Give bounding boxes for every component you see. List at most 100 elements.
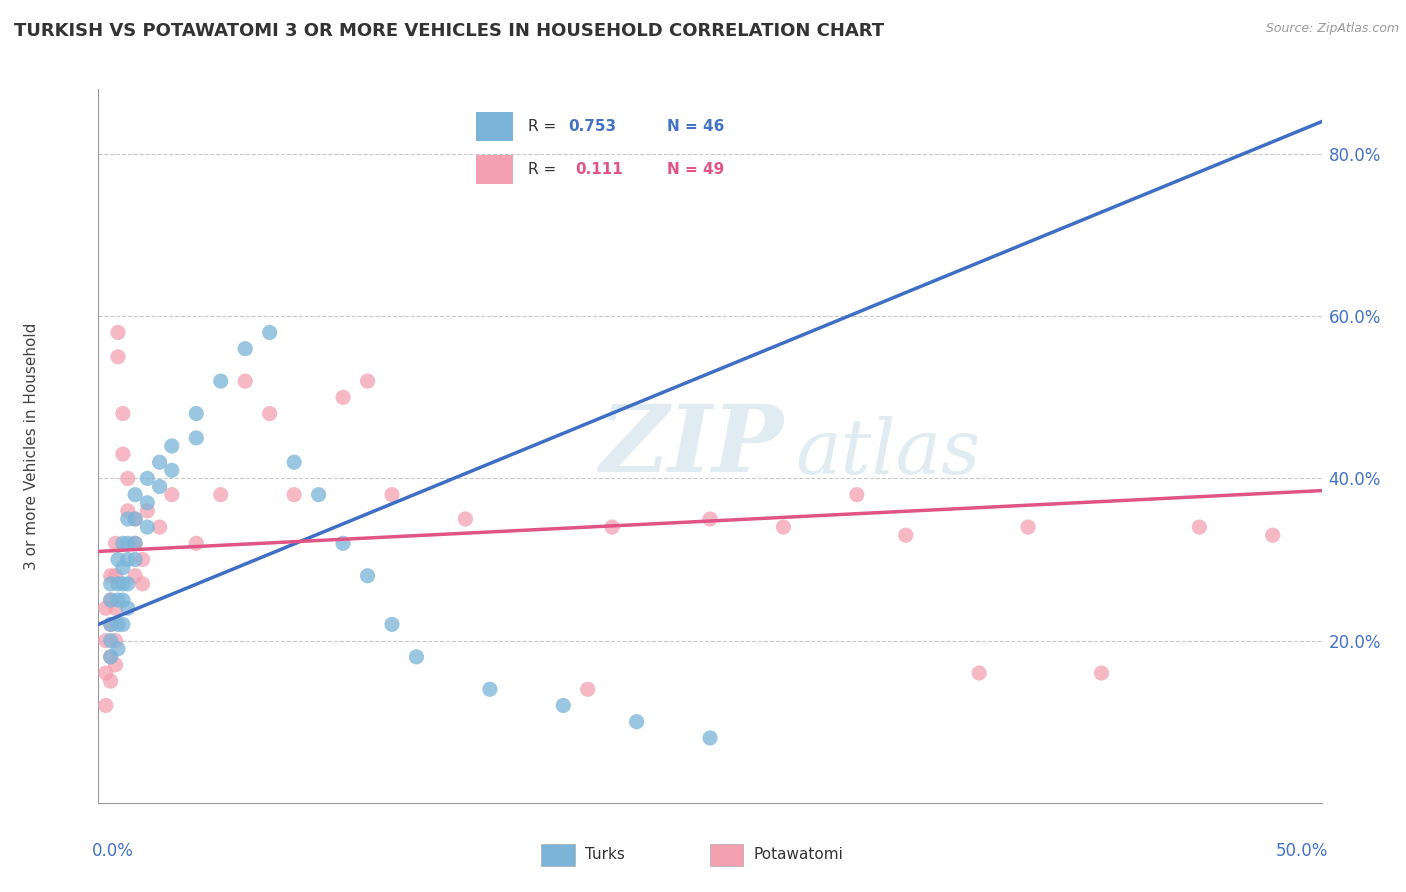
FancyBboxPatch shape (710, 844, 744, 866)
Point (107, 577, 129, 591)
Point (111, 577, 134, 591)
Point (131, 552, 153, 566)
Point (111, 447, 134, 461)
Point (356, 568, 378, 582)
Point (100, 633, 122, 648)
Point (107, 641, 129, 656)
Point (894, 528, 917, 542)
Point (259, 326, 281, 340)
Point (124, 536, 146, 550)
Point (259, 407, 281, 421)
Point (356, 374, 378, 388)
Text: Source: ZipAtlas.com: Source: ZipAtlas.com (1265, 22, 1399, 36)
Point (100, 649, 122, 664)
Point (149, 520, 172, 534)
Point (1261, 528, 1284, 542)
Point (104, 601, 127, 615)
Point (553, 698, 575, 713)
Point (186, 407, 208, 421)
Point (845, 488, 868, 502)
Point (117, 536, 139, 550)
Text: ZIP: ZIP (599, 401, 783, 491)
Point (381, 617, 404, 632)
Point (308, 488, 330, 502)
Point (209, 488, 232, 502)
Point (94, 666, 117, 681)
Point (576, 682, 599, 697)
Point (124, 568, 146, 582)
Text: atlas: atlas (796, 417, 981, 490)
Point (283, 488, 305, 502)
Point (186, 431, 208, 445)
Point (111, 560, 134, 574)
Point (107, 350, 129, 364)
Point (699, 731, 721, 745)
Point (100, 649, 122, 664)
Point (1188, 520, 1211, 534)
Point (626, 714, 648, 729)
Point (107, 552, 129, 566)
Point (124, 552, 146, 566)
Point (100, 577, 122, 591)
Point (124, 488, 146, 502)
Point (381, 488, 404, 502)
Point (209, 374, 232, 388)
Point (94, 601, 117, 615)
Point (124, 512, 146, 526)
Point (100, 617, 122, 632)
Point (233, 342, 256, 356)
Point (100, 593, 122, 607)
Point (117, 471, 139, 485)
Point (1090, 666, 1112, 681)
Point (283, 455, 305, 469)
Point (600, 520, 623, 534)
Point (117, 512, 139, 526)
Point (117, 552, 139, 566)
Text: 50.0%: 50.0% (1275, 842, 1327, 860)
Point (104, 536, 127, 550)
Point (117, 577, 139, 591)
Point (107, 326, 129, 340)
Point (117, 601, 139, 615)
Point (160, 488, 183, 502)
Point (149, 479, 172, 493)
Point (233, 374, 256, 388)
Text: TURKISH VS POTAWATOMI 3 OR MORE VEHICLES IN HOUSEHOLD CORRELATION CHART: TURKISH VS POTAWATOMI 3 OR MORE VEHICLES… (14, 22, 884, 40)
Point (111, 593, 134, 607)
Point (405, 649, 427, 664)
Point (100, 568, 122, 582)
Point (107, 593, 129, 607)
Point (1017, 520, 1039, 534)
Point (160, 439, 183, 453)
Point (117, 504, 139, 518)
Point (149, 455, 172, 469)
Point (131, 577, 153, 591)
Point (111, 407, 134, 421)
Point (107, 617, 129, 632)
Point (136, 520, 159, 534)
Point (111, 536, 134, 550)
Point (100, 617, 122, 632)
Point (699, 512, 721, 526)
Point (100, 593, 122, 607)
Point (124, 512, 146, 526)
Point (136, 504, 159, 518)
Text: 0.0%: 0.0% (93, 842, 134, 860)
Point (967, 666, 990, 681)
Point (111, 617, 134, 632)
FancyBboxPatch shape (541, 844, 575, 866)
Point (160, 463, 183, 477)
Point (104, 633, 127, 648)
Point (94, 633, 117, 648)
Text: Potawatomi: Potawatomi (754, 847, 844, 862)
Point (454, 512, 477, 526)
Point (124, 536, 146, 550)
Point (772, 520, 794, 534)
Point (104, 657, 127, 672)
Text: Turks: Turks (585, 847, 624, 862)
Point (332, 390, 354, 404)
Point (104, 568, 127, 582)
Point (100, 674, 122, 689)
Point (332, 536, 354, 550)
Point (478, 682, 501, 697)
